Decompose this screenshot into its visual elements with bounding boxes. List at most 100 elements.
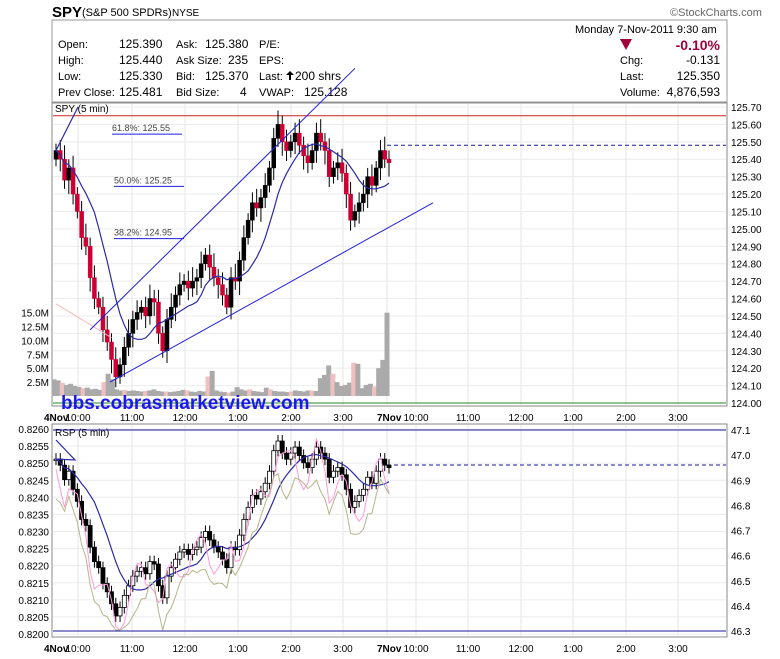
price-candle-body — [66, 167, 72, 181]
rsp-x-tick-label: 3:00 — [333, 644, 353, 655]
volume-bar — [247, 389, 253, 396]
down-triangle-icon — [620, 39, 632, 50]
prev-close-label: Prev Close: — [58, 87, 115, 99]
volume-bar — [180, 389, 186, 396]
rsp-y-tick-label-right: 47.0 — [731, 451, 751, 462]
volume-bar — [292, 390, 298, 396]
rsp-y-tick-label-left: 0.8205 — [18, 613, 49, 624]
price-candle-body — [361, 193, 366, 204]
volume-bar — [342, 384, 348, 396]
volume-bar — [59, 382, 65, 396]
price-candle-body — [122, 347, 127, 365]
volume-bar — [51, 379, 57, 396]
rsp-x-tick-label: 1:00 — [563, 644, 583, 655]
volume-bar — [218, 391, 223, 396]
volume-bar — [330, 373, 336, 396]
volume-bar — [234, 387, 240, 396]
price-y-tick-label: 125.00 — [731, 225, 762, 236]
price-candle-body — [198, 263, 204, 278]
price-candle-body — [297, 132, 302, 146]
price-candle-body — [96, 298, 101, 308]
rsp-x-tick-label: 1:00 — [228, 644, 248, 655]
rsp-candle-body — [296, 446, 302, 456]
rsp-candle-body — [156, 563, 161, 587]
price-candle-body — [109, 341, 114, 360]
volume-bar — [138, 391, 144, 396]
volume-bar — [251, 391, 257, 396]
volume-tick-label: 2.5M — [27, 378, 49, 389]
rsp-candle-body — [279, 440, 285, 454]
price-candle-body — [177, 284, 183, 296]
last-shares-value: 200 shrs — [295, 69, 341, 83]
price-candle-body — [79, 211, 84, 238]
up-arrow-icon — [286, 71, 294, 80]
exchange: NYSE — [172, 8, 200, 19]
price-x-tick-label: 3:00 — [333, 413, 353, 424]
rsp-x-tick-label: 12:00 — [508, 644, 533, 655]
price-secondary-line — [55, 303, 112, 339]
rsp-candle-body — [373, 470, 379, 484]
volume-bar — [93, 388, 99, 396]
rsp-y-tick-label-right: 46.5 — [731, 577, 751, 588]
rsp-x-tick-label: 4Nov — [44, 644, 69, 655]
price-x-tick-label: 10:00 — [403, 413, 428, 424]
price-y-tick-label: 124.30 — [731, 347, 762, 358]
volume-bar — [347, 382, 353, 396]
volume-bar — [143, 391, 149, 396]
volume-bar — [84, 387, 90, 396]
price-y-tick-label: 124.20 — [731, 364, 762, 375]
vwap-label: VWAP: — [259, 87, 294, 99]
prev-close-value: 125.481 — [119, 85, 163, 99]
volume-bar — [193, 392, 199, 396]
price-candle-body — [331, 167, 336, 177]
rsp-y-tick-label-left: 0.8260 — [18, 425, 49, 436]
price-candle-body — [292, 132, 298, 143]
rsp-moving-average — [54, 439, 390, 591]
volume-bar — [109, 379, 115, 396]
price-moving-average — [55, 106, 390, 340]
price-candle-body — [194, 277, 200, 282]
price-candle-body — [314, 132, 319, 151]
price-candle-body — [173, 294, 178, 308]
rsp-candle-body — [241, 519, 247, 536]
volume-bar — [113, 389, 119, 396]
rsp-candle-body — [382, 458, 388, 466]
rsp-x-tick-label: 3:00 — [668, 644, 688, 655]
price-candle-body — [365, 176, 370, 195]
rsp-y-tick-label-left: 0.8210 — [18, 596, 49, 607]
volume-bar — [280, 391, 286, 396]
volume-bar — [226, 392, 232, 396]
fib-label: 50.0%: 125.25 — [114, 175, 172, 185]
volume-bar — [309, 390, 315, 396]
volume-bar — [122, 389, 128, 396]
volume-bar — [372, 386, 378, 396]
rsp-candle-body — [356, 494, 362, 502]
rsp-x-tick-label: 10:00 — [65, 644, 90, 655]
rsp-candle-body — [109, 591, 114, 605]
price-candle-body — [250, 202, 255, 221]
price-candle-body — [139, 306, 144, 313]
price-candle-body — [348, 193, 353, 221]
pe-label: P/E: — [259, 39, 280, 51]
volume-bar — [213, 390, 219, 396]
price-candle-body — [62, 158, 67, 181]
price-y-tick-label: 125.70 — [731, 103, 762, 114]
last-value: 125.350 — [677, 69, 721, 83]
price-candle-body — [245, 219, 251, 238]
price-candle-body — [305, 155, 311, 163]
rsp-y-tick-label-left: 0.8245 — [18, 476, 49, 487]
price-candle-body — [156, 301, 161, 334]
price-panel-title: SPY (5 min) — [55, 104, 109, 115]
rsp-candle-body — [284, 452, 289, 460]
price-candle-body — [258, 197, 264, 209]
price-candle-body — [130, 319, 136, 334]
chg-value: -0.131 — [686, 53, 720, 67]
ask-label: Ask: — [176, 39, 197, 51]
volume-bar — [168, 392, 174, 396]
volume-value: 4,876,593 — [667, 85, 721, 99]
volume-tick-label: 15.0M — [21, 309, 49, 320]
price-y-tick-label: 124.40 — [731, 329, 762, 340]
price-x-tick-label: 2:00 — [281, 413, 301, 424]
volume-bar — [301, 391, 307, 396]
